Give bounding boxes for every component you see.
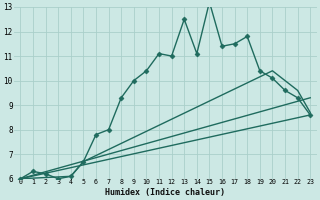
X-axis label: Humidex (Indice chaleur): Humidex (Indice chaleur) [105, 188, 225, 197]
